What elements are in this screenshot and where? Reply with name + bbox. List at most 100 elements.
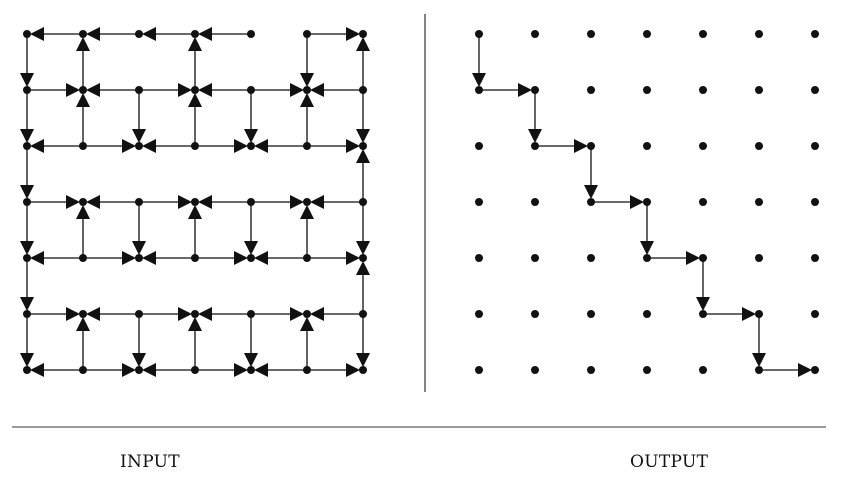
input-edge-r2c3-n-arrowhead [188,93,202,107]
input-edge-r3c6-w-arrowhead [310,195,324,209]
input-node-r3c5 [303,198,311,206]
input-edge-r4c0-s-arrowhead [20,297,34,311]
input-edge-r4c3-n-arrowhead [188,205,202,219]
output-node-r2c4 [699,142,707,150]
input-edge-r1c0-s-arrowhead [20,129,34,143]
output-node-r0c4 [699,30,707,38]
input-node-r6c3 [191,366,199,374]
input-node-r3c4 [247,198,255,206]
input-node-r0c1 [79,30,87,38]
input-edge-r0c0-s-arrowhead [20,73,34,87]
output-node-r1c4 [699,86,707,94]
input-edge-r4c5-e-arrowhead [346,251,360,265]
input-node-r6c6 [359,366,367,374]
input-edge-r1c6-s-arrowhead [356,129,370,143]
input-node-r4c3 [191,254,199,262]
input-node-r5c1 [79,310,87,318]
input-node-r3c6 [359,198,367,206]
output-node-r0c5 [755,30,763,38]
input-node-r2c6 [359,142,367,150]
input-edge-r3c0-e-arrowhead [66,195,80,209]
input-edge-r2c1-n-arrowhead [76,93,90,107]
input-node-r6c4 [247,366,255,374]
input-node-r6c0 [23,366,31,374]
input-edge-r1c0-e-arrowhead [66,83,80,97]
input-node-r2c4 [247,142,255,150]
output-node-r3c4 [699,198,707,206]
output-edge-11-e-arrowhead [798,363,812,377]
output-node-r3c0 [475,198,483,206]
input-edge-r2c1-e-arrowhead [122,139,136,153]
input-node-r0c4 [247,30,255,38]
input-edge-r0c4-w-arrowhead [198,27,212,41]
input-edge-r0c5-e-arrowhead [346,27,360,41]
input-node-r2c5 [303,142,311,150]
output-node-r5c1 [531,310,539,318]
output-node-r3c6 [811,198,819,206]
output-node-r4c2 [587,254,595,262]
input-edge-r4c1-e-arrowhead [122,251,136,265]
output-node-r4c5 [755,254,763,262]
output-caption: OUTPUT [630,452,709,472]
input-edge-r4c1-n-arrowhead [76,205,90,219]
input-node-r4c1 [79,254,87,262]
input-edge-r4c3-e-arrowhead [234,251,248,265]
input-edge-r5c0-e-arrowhead [66,307,80,321]
output-node-r6c6 [811,366,819,374]
output-node-r4c6 [811,254,819,262]
input-edge-r5c2-s-arrowhead [132,353,146,367]
input-edge-r5c6-s-arrowhead [356,353,370,367]
input-node-r0c2 [135,30,143,38]
input-edge-r1c6-n-arrowhead [356,37,370,51]
output-node-r3c5 [755,198,763,206]
output-node-r1c3 [643,86,651,94]
output-node-r4c0 [475,254,483,262]
output-node-r5c2 [587,310,595,318]
output-node-r6c3 [643,366,651,374]
input-edge-r6c3-n-arrowhead [188,317,202,331]
input-node-r0c5 [303,30,311,38]
output-edge-8-s-arrowhead [696,297,710,311]
input-edge-r2c5-e-arrowhead [346,139,360,153]
input-edge-r2c5-n-arrowhead [300,93,314,107]
output-node-r0c3 [643,30,651,38]
input-node-r5c0 [23,310,31,318]
output-node-r4c1 [531,254,539,262]
input-edge-r6c5-e-arrowhead [346,363,360,377]
input-edge-r2c0-s-arrowhead [20,185,34,199]
output-node-r3c2 [587,198,595,206]
input-node-r3c0 [23,198,31,206]
input-node-r4c4 [247,254,255,262]
input-node-r1c4 [247,86,255,94]
input-edge-r3c2-w-arrowhead [86,195,100,209]
input-edge-r3c4-s-arrowhead [244,241,258,255]
output-edge-0-s-arrowhead [472,73,486,87]
input-edge-r4c3-w-arrowhead [142,251,156,265]
input-nodes [23,30,367,374]
input-edge-r6c1-w-arrowhead [30,363,44,377]
output-node-r4c3 [643,254,651,262]
output-edge-10-s-arrowhead [752,353,766,367]
input-edge-r6c3-e-arrowhead [234,363,248,377]
input-edge-r0c1-w-arrowhead [30,27,44,41]
output-node-r1c1 [531,86,539,94]
input-edge-r1c4-s-arrowhead [244,129,258,143]
input-edge-r4c5-n-arrowhead [300,205,314,219]
output-grid-path [472,30,819,377]
input-edge-r0c5-s-arrowhead [300,73,314,87]
output-node-r4c4 [699,254,707,262]
input-node-r3c3 [191,198,199,206]
input-edge-r1c6-w-arrowhead [310,83,324,97]
output-node-r2c3 [643,142,651,150]
output-node-r2c1 [531,142,539,150]
output-node-r6c1 [531,366,539,374]
output-node-r6c2 [587,366,595,374]
input-edges [20,27,370,377]
input-node-r2c0 [23,142,31,150]
input-node-r1c1 [79,86,87,94]
input-edge-r3c2-s-arrowhead [132,241,146,255]
input-node-r3c2 [135,198,143,206]
input-edge-r3c4-w-arrowhead [198,195,212,209]
input-edge-r5c4-w-arrowhead [198,307,212,321]
input-node-r0c3 [191,30,199,38]
